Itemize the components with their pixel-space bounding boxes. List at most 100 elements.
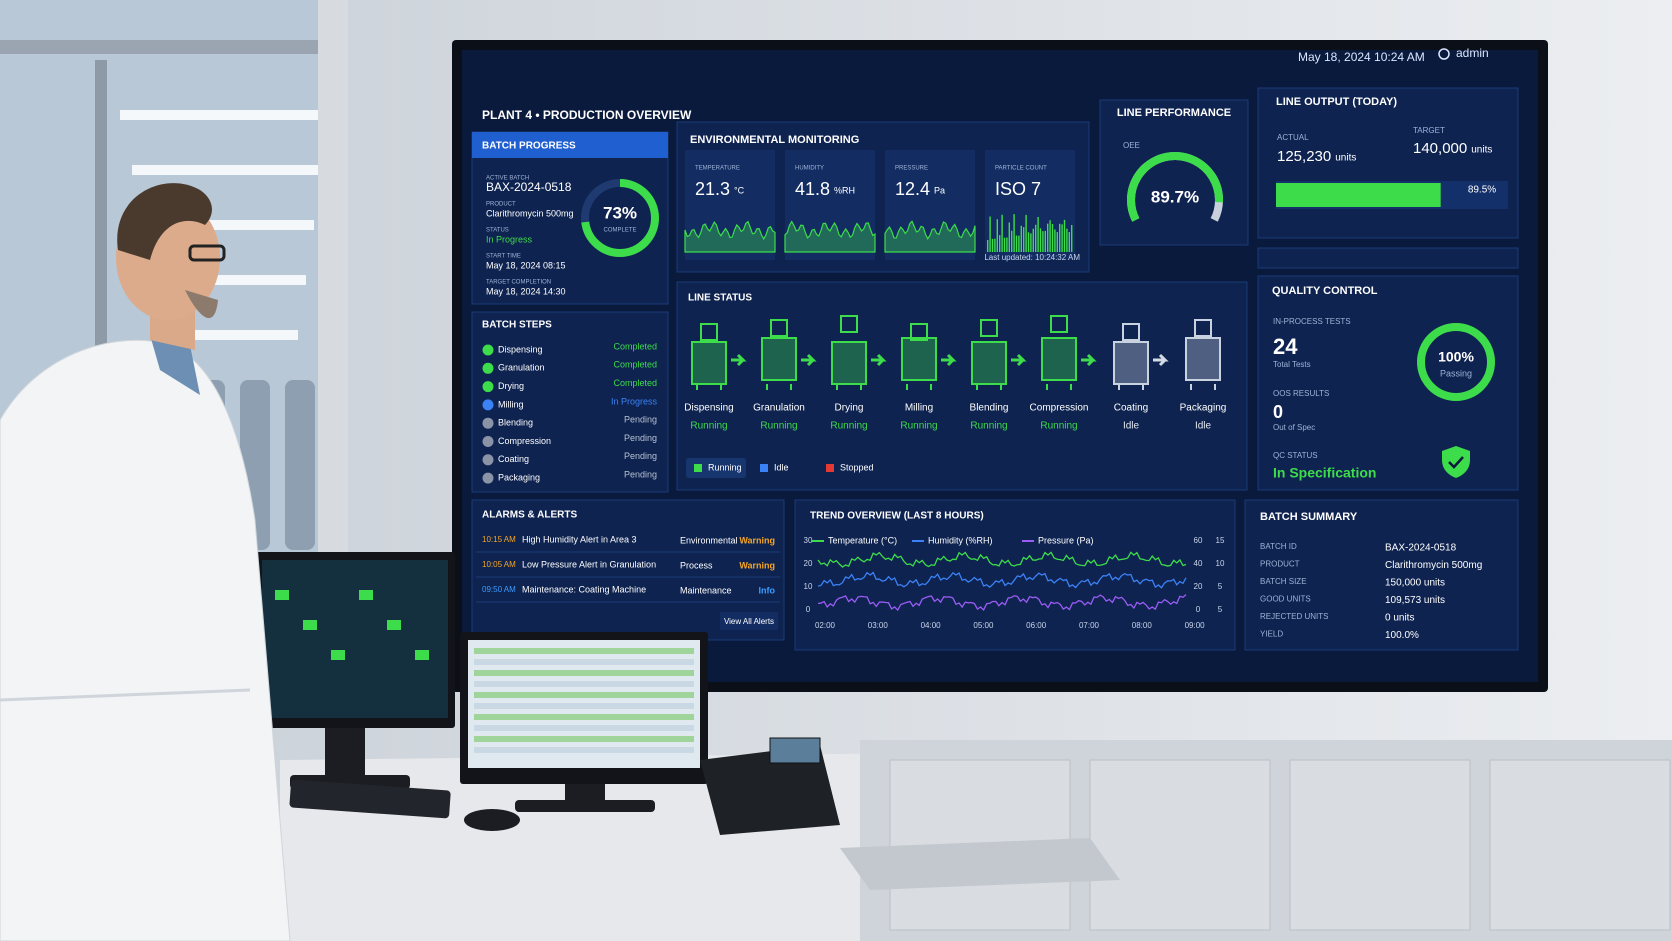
beard: [185, 290, 218, 319]
machine-top: [840, 315, 858, 333]
legend-label: Idle: [774, 462, 789, 472]
passing-value: 100%: [1438, 349, 1474, 365]
monitor-mid-row: [474, 670, 694, 676]
station-status: Running: [830, 421, 867, 432]
axis-label: 0: [806, 605, 811, 614]
step-icon: [482, 472, 494, 484]
step-status: Completed: [613, 360, 657, 370]
ceiling-light: [132, 165, 322, 175]
summary-label: YIELD: [1260, 630, 1283, 639]
sparkbar: [1023, 227, 1025, 252]
machine-icon: [971, 319, 1007, 390]
keyboard: [289, 779, 451, 819]
panel-title: ENVIRONMENTAL MONITORING: [690, 134, 859, 146]
sparkbar: [1035, 224, 1037, 252]
flow-arrow: [1011, 353, 1027, 367]
step-name: Milling: [498, 399, 524, 409]
sparkbar: [994, 238, 996, 252]
flow-arrow: [731, 353, 747, 367]
monitor-left-node: [275, 590, 289, 600]
monitor-mid-row: [474, 681, 694, 687]
hair: [117, 183, 212, 260]
axis-label: 09:00: [1185, 621, 1206, 630]
alarm-time: 09:50 AM: [482, 585, 516, 594]
axis-label: 05:00: [973, 621, 994, 630]
axis-label: 04:00: [921, 621, 942, 630]
sparkbar: [999, 235, 1001, 252]
phone: [700, 745, 840, 835]
machine-icon: [831, 315, 867, 390]
check-icon: [1448, 456, 1464, 469]
view-all-alerts[interactable]: View All Alerts: [724, 617, 774, 626]
sparkbar: [1008, 222, 1010, 252]
machine-top: [1050, 315, 1068, 333]
axis-label: 08:00: [1132, 621, 1153, 630]
metric-value: 12.4: [895, 179, 930, 199]
gauge-value: [1127, 152, 1223, 222]
coat-arm-fold: [0, 688, 251, 702]
step-status: Completed: [613, 378, 657, 388]
step-status: Completed: [613, 341, 657, 351]
metric-label: OEE: [1123, 141, 1140, 150]
metric-value: ISO 7: [995, 179, 1041, 199]
axis-label: 5: [1218, 582, 1223, 591]
station-name: Blending: [970, 403, 1009, 414]
flow-arrow: [801, 353, 817, 367]
field-value: Clarithromycin 500mg: [486, 208, 574, 218]
step-icon: [482, 381, 494, 393]
monitor-mid-row: [474, 725, 694, 731]
sparkbar: [1042, 231, 1044, 252]
metric-card: [685, 150, 775, 260]
oee-value: 89.7%: [1151, 187, 1199, 206]
unit: units: [1335, 153, 1356, 164]
qc-status: In Specification: [1273, 465, 1376, 481]
glasses: [188, 244, 226, 262]
monitor-mid-row: [474, 703, 694, 709]
window-frame: [0, 40, 330, 54]
machine-top: [910, 323, 928, 341]
axis-label: 10: [804, 582, 813, 591]
step-status: Pending: [624, 415, 657, 425]
panel: [1257, 247, 1519, 269]
monitor-mid-row: [474, 747, 694, 753]
field-caption: Total Tests: [1273, 360, 1311, 369]
legend-label: Humidity (%RH): [928, 535, 993, 545]
legend-swatch: [826, 464, 834, 472]
sparkbar: [1015, 235, 1018, 252]
axis-label: 20: [1194, 582, 1203, 591]
lab-equipment: [285, 380, 315, 550]
user-menu[interactable]: admin: [1456, 46, 1489, 60]
sparkbar: [1054, 229, 1056, 252]
metric-label: TEMPERATURE: [695, 166, 740, 172]
panel-title: BATCH SUMMARY: [1260, 511, 1358, 523]
sparkline: [684, 220, 776, 253]
trend-line: [817, 594, 1187, 612]
field-label: START TIME: [486, 254, 521, 260]
step-name: Blending: [498, 418, 533, 428]
unit: units: [1471, 145, 1492, 156]
ceiling-light: [168, 330, 298, 340]
step-status: Pending: [624, 469, 657, 479]
axis-label: 15: [1216, 536, 1225, 545]
flow-arrow: [1081, 353, 1097, 367]
station-status: Running: [970, 421, 1007, 432]
step-icon: [482, 454, 494, 466]
tests-value: 24: [1273, 334, 1298, 359]
progress-ring: [581, 179, 659, 257]
step-icon: [482, 417, 494, 429]
summary-label: PRODUCT: [1260, 560, 1300, 569]
station-status: Idle: [1195, 421, 1212, 432]
step-name: Granulation: [498, 363, 545, 373]
panel: [1244, 499, 1519, 651]
sparkbar: [1032, 228, 1034, 252]
axis-label: 40: [1194, 559, 1203, 568]
metric-unit: °C: [734, 185, 745, 195]
machine-top: [770, 319, 788, 337]
axis-label: 5: [1218, 605, 1223, 614]
passing-ring: [1417, 323, 1495, 401]
alarm-message: Low Pressure Alert in Granulation: [522, 559, 656, 569]
summary-value: Clarithromycin 500mg: [1385, 560, 1482, 571]
monitor-left-node: [331, 650, 345, 660]
metric-unit: %RH: [834, 185, 855, 195]
